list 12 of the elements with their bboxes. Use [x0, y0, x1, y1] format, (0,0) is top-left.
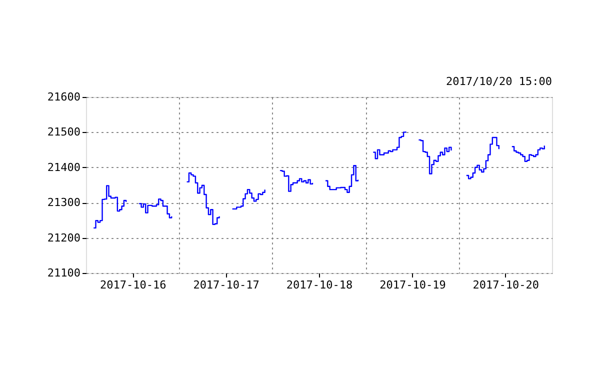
x-tick-label: 2017-10-20 [472, 278, 540, 292]
y-tick-label: 21200 [47, 231, 80, 244]
x-tick-label: 2017-10-17 [193, 278, 260, 292]
y-tick-label: 21400 [47, 160, 80, 174]
y-tick-label: 21600 [47, 90, 80, 104]
x-tick-label: 2017-10-18 [286, 278, 353, 292]
chart-subtitle: 2017/10/20 15:00 [446, 75, 552, 88]
y-tick-label: 21500 [47, 126, 80, 139]
x-tick-label: 2017-10-19 [380, 278, 446, 292]
y-tick-label: 21300 [47, 196, 80, 210]
x-tick-label: 2017-10-16 [100, 278, 166, 292]
y-tick-label: 21100 [47, 266, 80, 280]
